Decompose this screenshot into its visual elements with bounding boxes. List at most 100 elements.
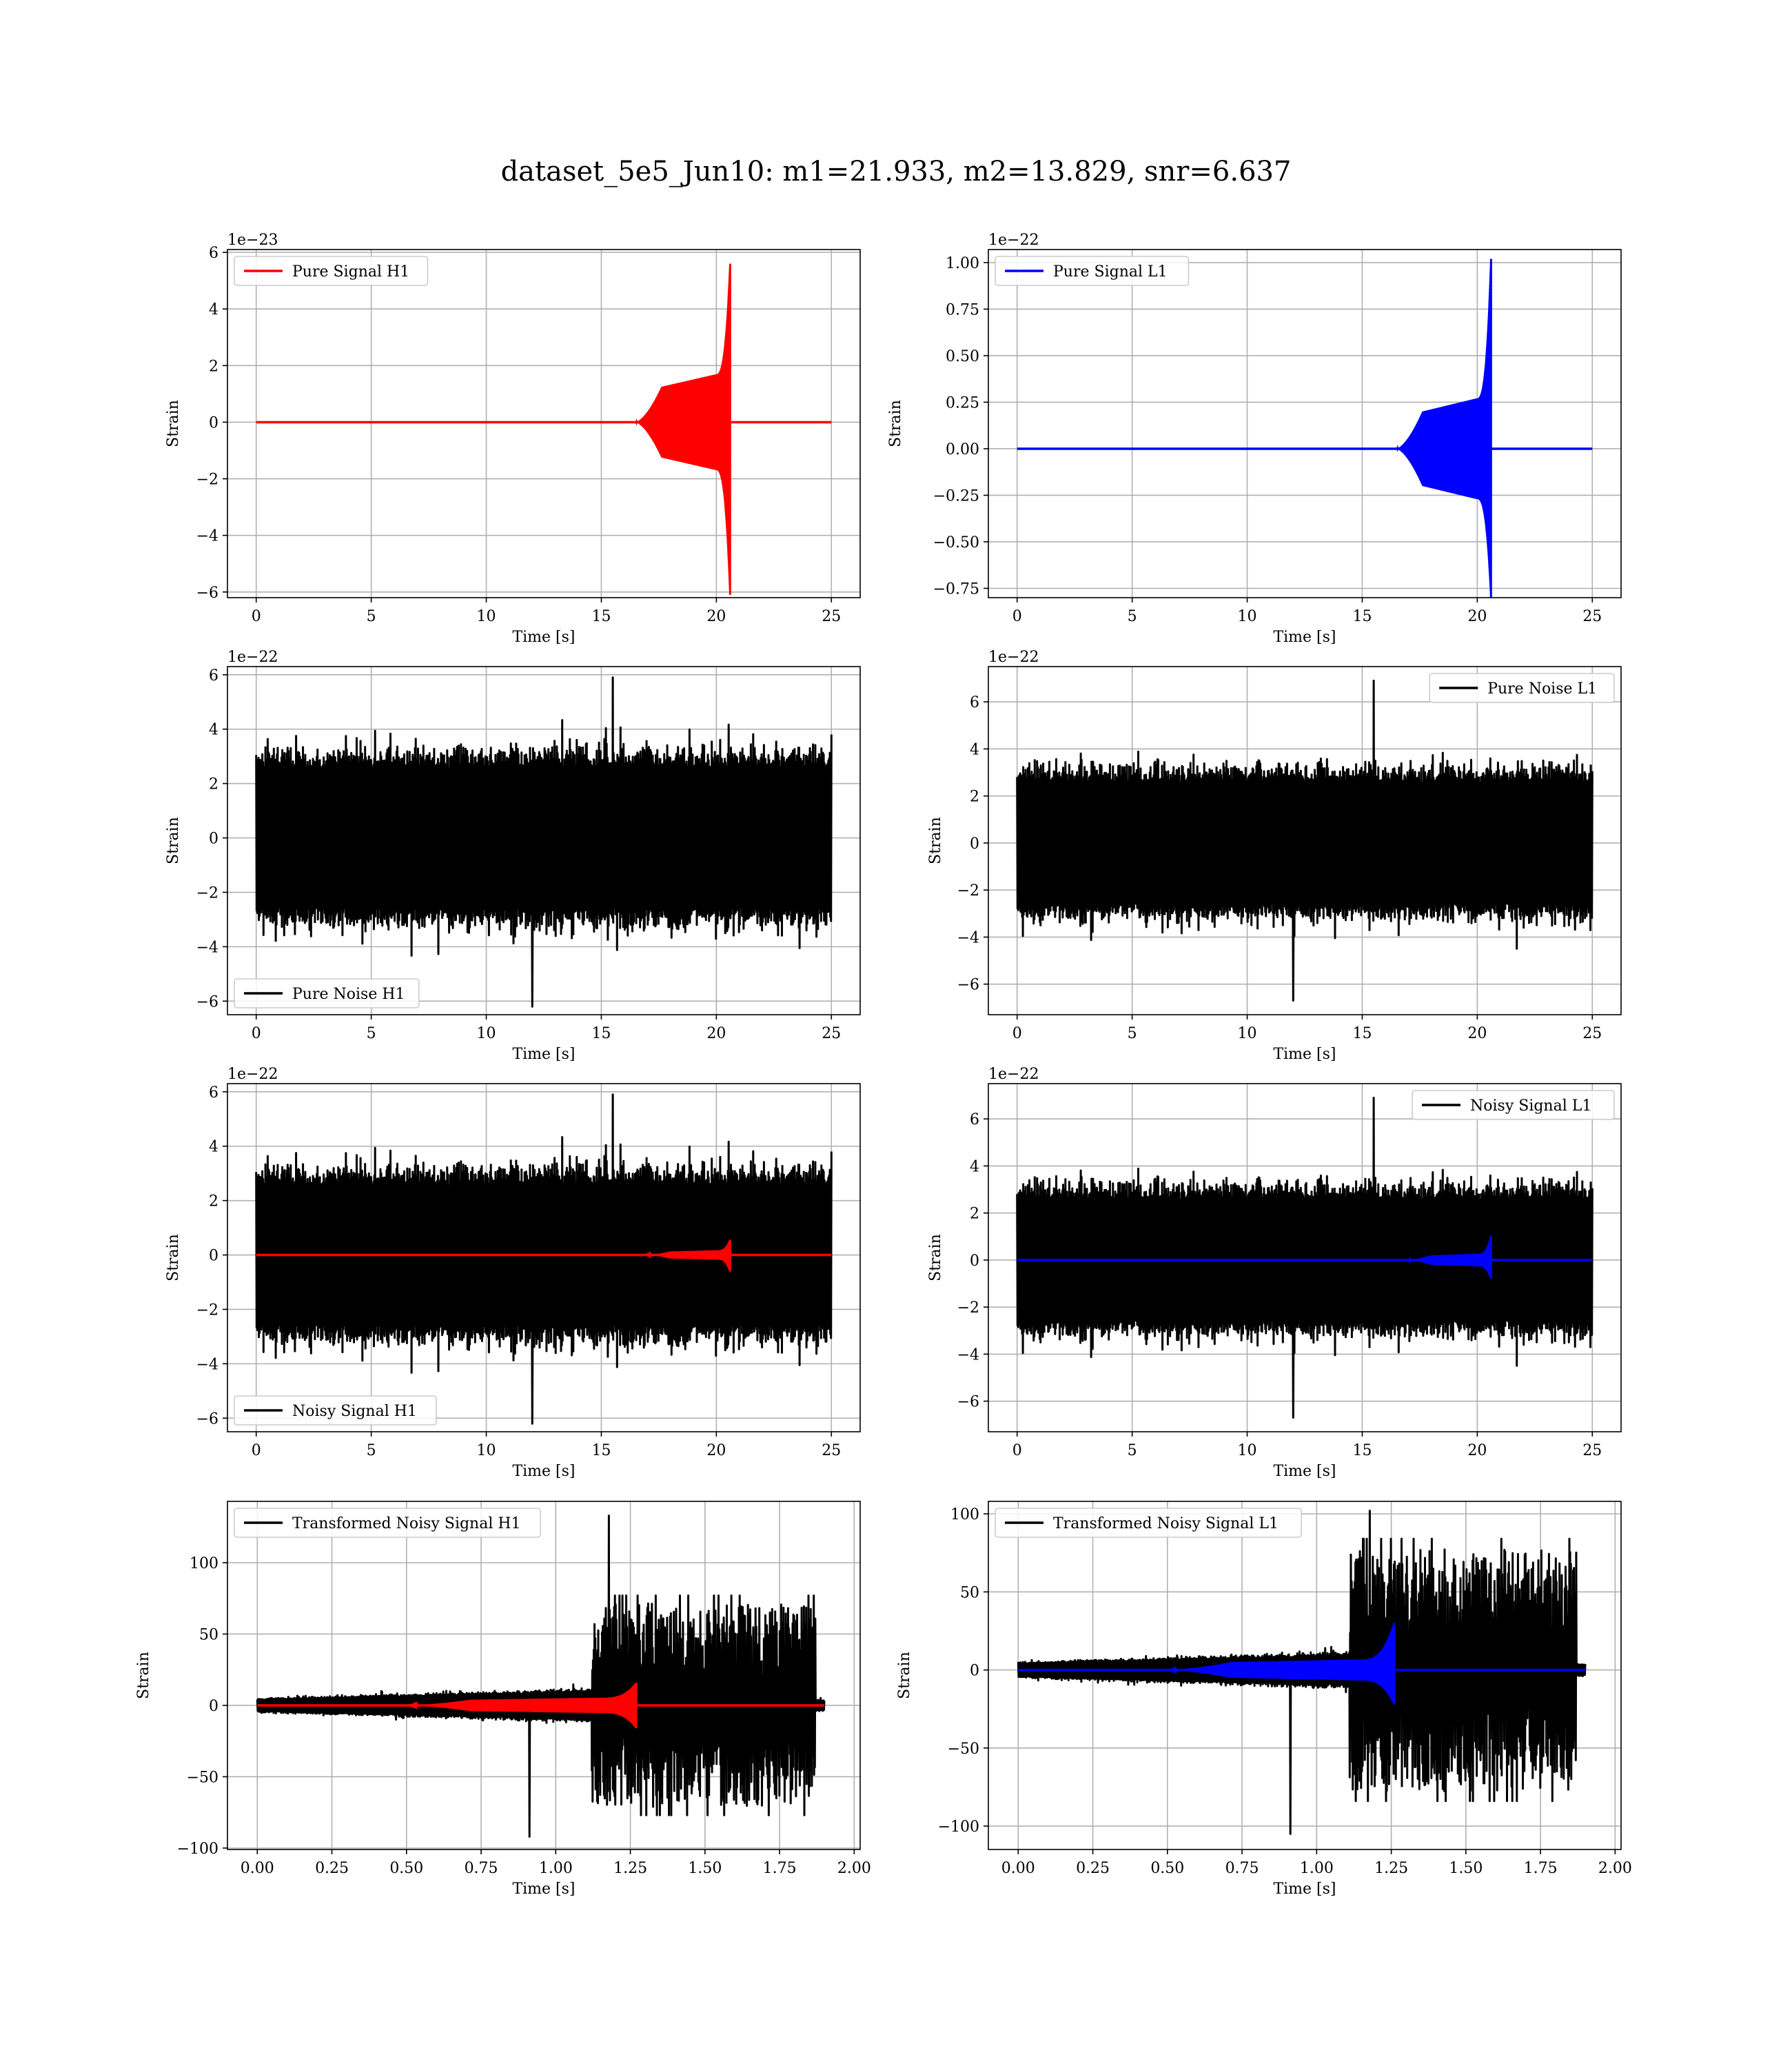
x-tick-label: 2.00 [1598,1860,1632,1877]
legend: Pure Noise L1 [1429,673,1615,703]
y-tick-label: 100 [190,1555,218,1572]
series-line-pure-signal-h1 [635,263,731,595]
y-tick-label: 4 [970,741,979,758]
series-group [1016,1097,1594,1419]
legend-label: Pure Noise L1 [1487,680,1597,698]
x-tick-label: 0.75 [465,1860,498,1877]
y-tick-label: 0 [970,835,979,853]
y-tick-label: 0.50 [946,348,979,365]
legend-label: Pure Noise H1 [292,986,405,1003]
x-tick-label: 0 [252,1025,261,1042]
legend-frame [234,256,429,286]
x-tick-label: 0.25 [1076,1860,1110,1877]
axes-frame [227,1083,861,1432]
x-tick-label: 0 [252,1442,261,1459]
y-tick-label: −2 [196,472,218,489]
subplot-pure-signal-l1: 0 5 10 15 20 25 −0.75 −0.50 −0.25 0.00 0.25 0.50 0.7… [887,232,1622,646]
x-tick-label: 1.50 [1449,1860,1483,1877]
axis-offset-text: 1e−22 [227,649,278,666]
x-tick-label: 20 [706,1025,726,1042]
x-tick-label: 20 [1467,1442,1487,1459]
axes-frame [988,1083,1622,1432]
y-tick-label: 4 [209,1139,218,1156]
y-tick-label: 2 [209,358,218,375]
x-tick-label: 20 [706,1442,726,1459]
series-line-noisy-signal-h1 [255,1093,833,1425]
x-tick-label: 1.75 [1524,1860,1558,1877]
x-tick-label: 0 [1012,1025,1022,1042]
series-line-overlay-chirp [1167,1623,1396,1705]
y-tick-label: −2 [196,884,218,902]
y-tick-label: 2 [970,789,979,806]
x-tick-label: 15 [591,608,611,625]
x-tick-label: 20 [1467,608,1487,625]
y-axis-label: Strain [927,1234,944,1281]
series-line-transformed-noisy-signal-h1 [256,1514,826,1838]
legend: Transformed Noisy Signal L1 [995,1508,1303,1538]
x-tick-label: 10 [477,1442,496,1459]
y-tick-label: −6 [196,585,218,602]
legend: Noisy Signal H1 [234,1395,437,1426]
x-tick-label: 25 [822,608,841,625]
subplot-pure-noise-h1: 0 5 10 15 20 25 −6 −4 −2 0 2 4 6 Time [s] Strain 1e−22 P… [165,649,861,1063]
y-tick-label: −0.50 [933,534,979,551]
legend-label: Pure Signal L1 [1053,263,1168,281]
legend-label: Transformed Noisy Signal H1 [292,1515,521,1532]
series-line-pure-noise-l1 [1016,680,1594,1002]
y-tick-label: −0.75 [933,580,979,598]
y-axis-label: Strain [927,817,944,864]
legend: Pure Signal H1 [234,256,429,286]
y-tick-label: 4 [209,722,218,739]
y-tick-label: 0 [209,414,218,432]
series-group [1017,1510,1587,1835]
subplot-pure-noise-l1: 0 5 10 15 20 25 −6 −4 −2 0 2 4 6 Time [s] Strain 1e−22 P… [927,649,1622,1063]
y-tick-label: 50 [199,1626,218,1643]
y-axis-label: Strain [896,1652,913,1699]
x-axis-label: Time [s] [1273,1046,1336,1063]
x-tick-label: 0 [1012,608,1022,625]
y-tick-label: 2 [970,1206,979,1223]
axes-frame [988,249,1622,598]
legend-label: Pure Signal H1 [292,263,409,281]
y-tick-label: −6 [957,977,979,994]
legend-frame [1412,1090,1615,1120]
y-tick-label: −4 [957,929,979,946]
x-tick-label: 1.00 [539,1860,573,1877]
axis-offset-text: 1e−22 [227,1066,278,1083]
y-tick-label: −6 [196,993,218,1011]
subplot-pure-signal-h1: 0 5 10 15 20 25 −6 −4 −2 0 2 4 6 Time [s] Strain 1e−23 P… [165,232,861,646]
x-tick-label: 5 [1128,1025,1137,1042]
x-tick-label: 10 [1238,1025,1257,1042]
y-tick-label: 6 [209,667,218,685]
x-axis-label: Time [s] [512,1463,575,1480]
x-axis-label: Time [s] [512,1881,575,1898]
y-tick-label: 6 [970,1111,979,1128]
y-tick-label: 100 [950,1506,979,1523]
subplot-noisy-signal-l1: 0 5 10 15 20 25 −6 −4 −2 0 2 4 6 Time [s] Strain 1e−22 N… [927,1066,1622,1480]
y-tick-label: −6 [957,1394,979,1411]
subplot-noisy-signal-h1: 0 5 10 15 20 25 −6 −4 −2 0 2 4 6 Time [s] Strain 1e−22 N… [165,1066,861,1480]
series-line-pure-signal-l1 [1396,258,1492,598]
y-tick-label: 0.00 [946,441,979,458]
x-axis-label: Time [s] [1273,1881,1336,1898]
y-tick-label: −4 [196,528,218,545]
y-tick-label: −100 [177,1841,218,1858]
x-tick-label: 10 [1238,608,1257,625]
x-tick-label: 0.25 [315,1860,349,1877]
x-axis-label: Time [s] [1273,629,1336,646]
axes-frame [988,666,1622,1015]
x-tick-label: 0.50 [389,1860,423,1877]
legend-frame [995,256,1190,286]
series-line-noisy-signal-l1 [1016,1097,1594,1419]
legend: Pure Noise H1 [234,978,420,1008]
x-tick-label: 10 [477,1025,496,1042]
y-tick-label: −4 [196,1356,218,1373]
legend-frame [234,978,420,1008]
series-group [255,1093,833,1425]
x-tick-label: 1.75 [763,1860,797,1877]
y-tick-label: −50 [187,1769,218,1786]
x-tick-label: 2.00 [837,1860,871,1877]
series-group [256,263,832,595]
x-tick-label: 15 [1352,608,1372,625]
